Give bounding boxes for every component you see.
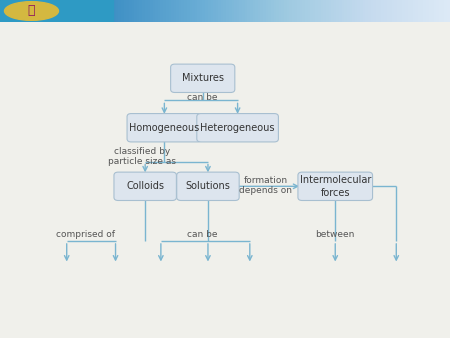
Text: Mixtures: Mixtures	[182, 73, 224, 83]
FancyBboxPatch shape	[127, 114, 202, 142]
Ellipse shape	[4, 2, 59, 20]
FancyBboxPatch shape	[171, 64, 235, 93]
FancyBboxPatch shape	[177, 172, 239, 200]
FancyBboxPatch shape	[298, 172, 373, 200]
Bar	[0, 0, 112, 22]
Text: Intermolecular
forces: Intermolecular forces	[300, 175, 371, 197]
Text: classified by
particle size as: classified by particle size as	[108, 147, 176, 166]
Text: can be: can be	[188, 93, 218, 102]
FancyBboxPatch shape	[114, 172, 176, 200]
Text: 🔑: 🔑	[28, 4, 35, 18]
Text: can be: can be	[188, 230, 218, 239]
Text: between: between	[315, 230, 355, 239]
Text: comprised of: comprised of	[56, 230, 115, 239]
Text: formation
depends on: formation depends on	[239, 176, 292, 195]
Text: Colloids: Colloids	[126, 181, 164, 191]
FancyBboxPatch shape	[197, 114, 279, 142]
Text: Heterogeneous: Heterogeneous	[200, 123, 275, 133]
Text: Homogeneous: Homogeneous	[129, 123, 199, 133]
Text: Solutions: Solutions	[185, 181, 230, 191]
